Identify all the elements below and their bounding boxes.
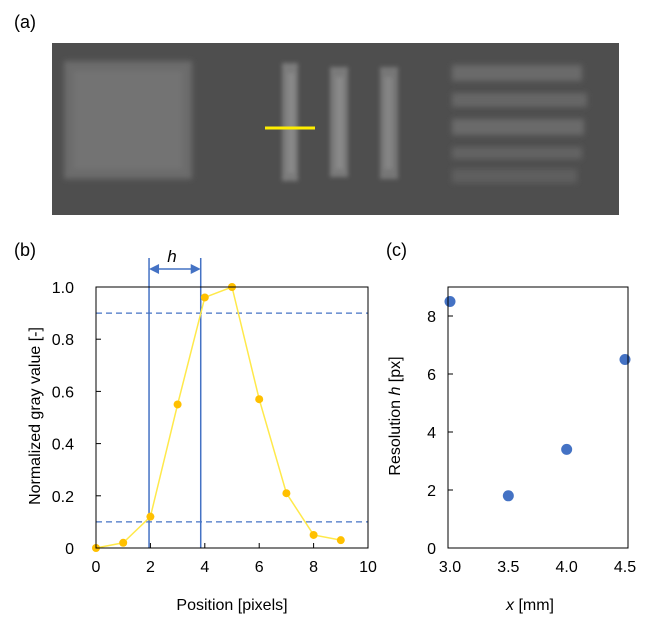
c-x-tick-label: 3.5 — [497, 559, 519, 576]
b-data-point — [309, 530, 318, 539]
c-y-tick-label: 2 — [427, 483, 436, 500]
c-plot-frame — [447, 286, 629, 549]
horizontal-bar — [452, 65, 582, 81]
b-y-tick-label: 0.4 — [52, 437, 74, 454]
c-x-tick-label: 4.0 — [556, 559, 578, 576]
chart-b: 0 2 4 6 8 10 0 0.2 0.4 0.6 0.8 1.0 Position [pixels… — [27, 247, 377, 614]
panel-label-a: (a) — [14, 12, 36, 32]
b-y-tick-label: 1.0 — [52, 280, 74, 297]
c-data-point — [561, 443, 573, 455]
c-data-point — [502, 490, 514, 502]
c-x-tick-label: 3.0 — [439, 559, 461, 576]
chart-c: 3.0 3.5 4.0 4.5 0 2 4 6 8 x [mm] Resolution h [p… — [387, 286, 636, 614]
c-data-point — [619, 354, 631, 365]
b-x-tick-label: 4 — [200, 559, 209, 576]
b-x-tick-label: 8 — [309, 559, 318, 576]
c-y-tick-label: 8 — [427, 309, 436, 326]
c-data-point — [444, 296, 456, 307]
b-y-tick-label: 0.8 — [52, 332, 74, 349]
c-y-tick-label: 4 — [427, 425, 436, 442]
c-y-axis-label: Resolution h [px] — [387, 356, 404, 475]
horizontal-bar — [452, 119, 584, 135]
b-plot-frame — [95, 286, 369, 549]
b-y-tick-label: 0.2 — [52, 489, 74, 506]
b-series-line — [95, 285, 341, 549]
b-data-point — [173, 400, 182, 409]
b-x-tick-label: 0 — [92, 559, 101, 576]
b-x-axis-label: Position [pixels] — [176, 597, 287, 614]
b-data-point — [336, 536, 345, 545]
b-x-tick-label: 2 — [146, 559, 155, 576]
horizontal-bar — [452, 169, 577, 183]
b-h-arrow-head-right — [190, 264, 201, 274]
c-x-axis-label: x [mm] — [505, 597, 554, 614]
b-data-point — [255, 395, 264, 404]
b-y-axis-label: Normalized gray value [-] — [27, 327, 44, 505]
horizontal-bar — [452, 147, 582, 159]
c-x-tick-label: 4.5 — [614, 559, 636, 576]
b-data-point — [282, 489, 291, 498]
b-h-annotation: h — [167, 247, 176, 266]
b-y-tick-label: 0.6 — [52, 384, 74, 401]
c-y-tick-label: 0 — [427, 541, 436, 558]
panel-label-c: (c) — [386, 240, 407, 260]
panel-label-b: (b) — [14, 240, 36, 260]
b-x-tick-label: 6 — [255, 559, 264, 576]
b-x-tick-label: 10 — [359, 559, 377, 576]
horizontal-bar — [452, 93, 587, 107]
c-y-tick-label: 6 — [427, 367, 436, 384]
b-y-tick-label: 0 — [65, 541, 74, 558]
resolution-target-image — [52, 43, 619, 215]
b-data-point — [146, 512, 155, 521]
b-h-arrow-head-left — [149, 264, 160, 274]
b-data-point — [200, 293, 209, 302]
b-data-point — [119, 538, 128, 547]
